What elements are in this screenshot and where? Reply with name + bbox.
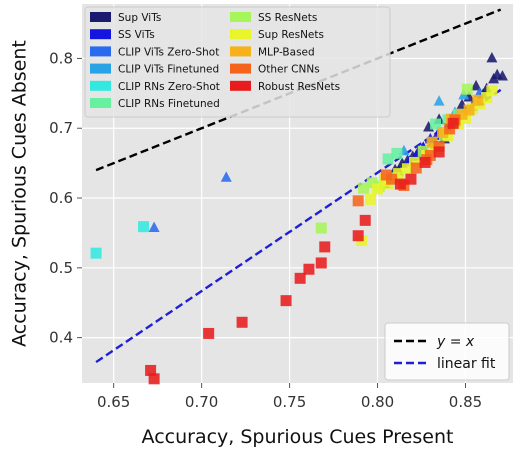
x-tick-label: 0.75 [273, 393, 306, 411]
data-point [148, 221, 160, 233]
data-point [280, 295, 292, 307]
legend-swatch [90, 46, 111, 57]
legend-label: Sup ViTs [118, 12, 161, 24]
y-tick-label: 0.8 [49, 49, 73, 67]
x-axis-title: Accuracy, Spurious Cues Present [142, 426, 454, 448]
data-point [352, 230, 364, 242]
data-point [426, 136, 438, 148]
data-point [456, 108, 468, 120]
legend-line-label: linear fit [437, 356, 496, 372]
data-point [203, 327, 215, 339]
data-point [366, 177, 378, 189]
legend-swatch [230, 29, 251, 40]
y-tick-label: 0.5 [49, 259, 73, 277]
data-points [90, 51, 508, 385]
data-point [352, 195, 364, 207]
legend-label: Other CNNs [258, 64, 320, 76]
data-point [236, 316, 248, 328]
axis-ticks: 0.65 0.70 0.75 0.80 0.85 0.4 0.5 0.6 0.7 0.8 [49, 49, 482, 411]
data-point [410, 162, 422, 174]
linear-fit-line [95, 88, 502, 364]
data-point [481, 92, 493, 104]
data-point [419, 156, 431, 168]
data-point [401, 163, 413, 175]
legend-label: Sup ResNets [258, 29, 324, 41]
y-axis-title: Accuracy, Spurious Cues Absent [9, 40, 31, 347]
data-point [357, 182, 369, 194]
legend-groups: Sup ViTs SS ViTs CLIP ViTs Zero-Shot CLIP V… [84, 6, 391, 118]
y-tick-label: 0.6 [49, 189, 73, 207]
data-point [145, 364, 157, 376]
data-point [433, 146, 445, 158]
data-point [394, 178, 406, 190]
legend-swatch [230, 12, 251, 22]
x-tick-label: 0.85 [449, 393, 482, 411]
data-point [220, 171, 232, 182]
data-point [461, 83, 473, 95]
x-tick-label: 0.70 [185, 393, 218, 411]
x-tick-label: 0.65 [97, 393, 130, 411]
legend-box [384, 322, 510, 381]
data-point [408, 156, 420, 168]
data-point [430, 118, 442, 130]
legend-box [84, 6, 391, 118]
legend-label: SS ViTs [118, 29, 155, 41]
legend-swatch [90, 29, 111, 40]
legend-lines: y = x linear fit [384, 322, 510, 381]
y-tick-label: 0.4 [49, 329, 73, 347]
legend-label: Robust ResNets [258, 81, 340, 93]
data-point [433, 140, 445, 152]
data-point [380, 169, 392, 181]
data-point [433, 95, 445, 106]
legend-swatch [230, 63, 251, 74]
data-point [393, 168, 405, 180]
legend-swatch [90, 98, 111, 108]
data-point [391, 147, 403, 159]
data-point [315, 257, 327, 269]
data-point [486, 85, 498, 97]
legend-label: CLIP RNs Zero-Shot [118, 81, 220, 93]
data-point [486, 51, 498, 63]
data-point [463, 104, 475, 116]
data-point [294, 272, 306, 284]
legend-swatch [90, 12, 111, 22]
data-point [372, 183, 384, 195]
data-point [444, 123, 456, 135]
legend-line-label: y = x [436, 334, 475, 350]
data-point [472, 94, 484, 106]
legend-label: SS ResNets [258, 12, 317, 24]
data-point [359, 214, 371, 226]
data-point [405, 173, 417, 185]
data-point [90, 247, 102, 259]
legend-swatch [90, 80, 111, 91]
legend-label: CLIP ViTs Finetuned [118, 64, 219, 76]
y-tick-label: 0.7 [49, 119, 73, 137]
data-point [365, 193, 377, 205]
data-point [138, 221, 150, 233]
legend-swatch [90, 63, 111, 74]
legend-label: MLP-Based [258, 46, 315, 58]
data-point [437, 126, 449, 138]
legend-swatch [230, 46, 251, 57]
legend-label: CLIP RNs Finetuned [118, 98, 220, 110]
data-point [488, 72, 500, 84]
data-point [447, 117, 459, 129]
data-point [382, 153, 394, 165]
data-point [319, 241, 331, 253]
x-tick-label: 0.80 [361, 393, 394, 411]
data-point [303, 263, 315, 275]
legend-label: CLIP ViTs Zero-Shot [118, 46, 219, 58]
legend-swatch [230, 80, 251, 91]
data-point [315, 222, 327, 234]
data-point [470, 79, 482, 91]
data-point [148, 373, 160, 385]
